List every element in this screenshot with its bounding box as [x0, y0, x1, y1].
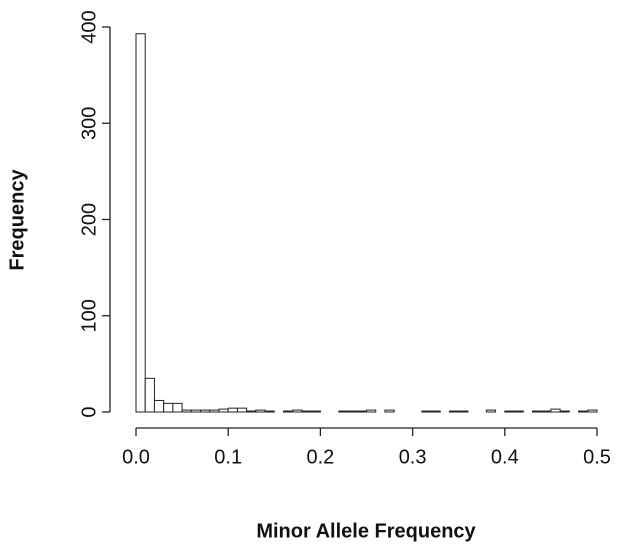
bar [366, 409, 377, 413]
bar [531, 410, 543, 413]
bar [153, 399, 165, 413]
bar [384, 409, 395, 413]
bar [347, 410, 358, 413]
x-tick-label: 0.1 [214, 446, 242, 468]
x-tick-label: 0.4 [491, 446, 519, 468]
bar [283, 410, 294, 413]
bar [264, 410, 275, 413]
bar [550, 408, 561, 413]
y-tick-label: 200 [78, 203, 100, 236]
bar [163, 402, 174, 413]
bar [181, 409, 192, 413]
bar [200, 409, 211, 413]
y-tick-label: 100 [78, 299, 100, 332]
bar [485, 409, 497, 413]
bar [172, 402, 183, 413]
bar [504, 410, 515, 413]
bar [209, 409, 220, 413]
bar [218, 408, 229, 413]
bar [578, 410, 589, 413]
bar [356, 410, 367, 413]
bar [292, 409, 303, 413]
x-tick-label: 0.2 [306, 446, 334, 468]
bar [587, 409, 598, 413]
y-tick-label: 300 [78, 107, 100, 140]
x-axis-label: Minor Allele Frequency [256, 520, 476, 542]
x-tick-label: 0.5 [583, 446, 611, 468]
bar [458, 410, 469, 413]
bar [338, 410, 349, 413]
bar [144, 377, 155, 413]
bar [246, 410, 257, 413]
x-tick-label: 0.0 [122, 446, 150, 468]
bar [430, 410, 441, 413]
bar [541, 410, 552, 413]
y-tick-label: 400 [78, 10, 100, 43]
bar [421, 410, 432, 413]
y-tick-label: 0 [78, 406, 100, 417]
y-axis-label: Frequency [6, 169, 28, 271]
bar [236, 407, 248, 413]
bar [448, 410, 460, 413]
x-tick-label: 0.3 [399, 446, 427, 468]
bar [227, 407, 238, 413]
bar [135, 33, 146, 413]
bar [190, 409, 202, 413]
bar [301, 410, 312, 413]
bar [255, 409, 266, 413]
bar [559, 410, 570, 413]
bar [513, 410, 524, 413]
bar [310, 410, 321, 413]
